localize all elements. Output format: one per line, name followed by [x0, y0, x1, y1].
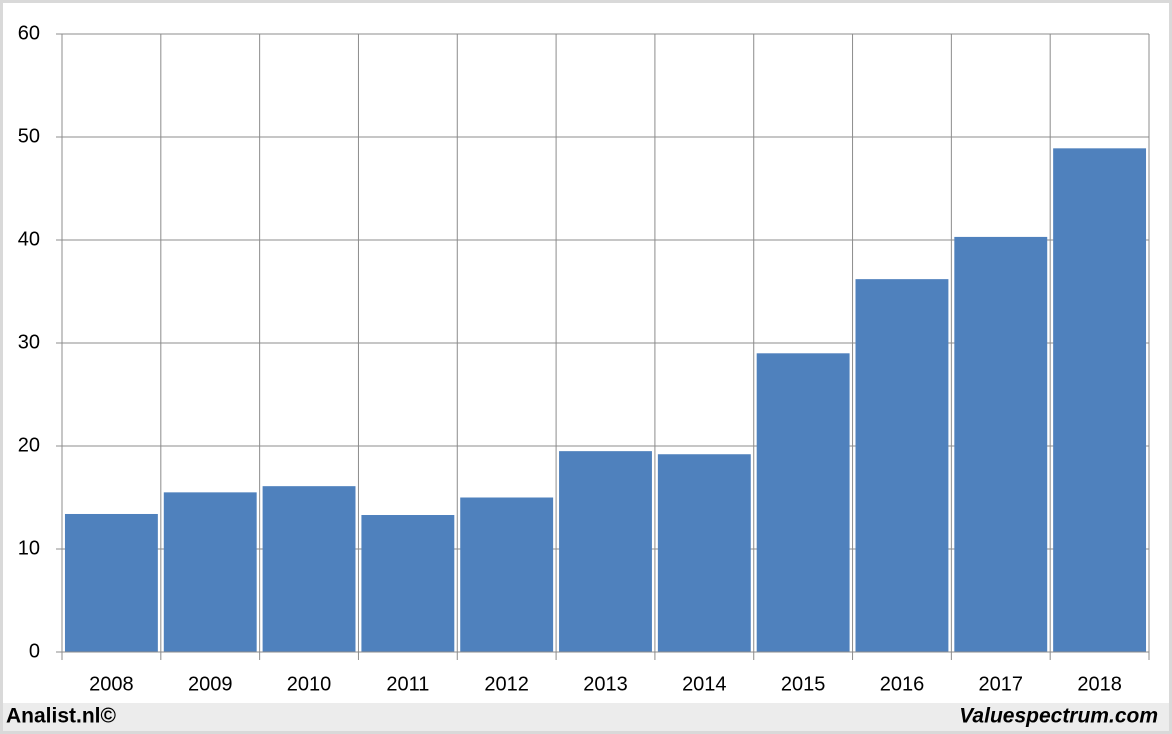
bar — [361, 515, 455, 652]
x-tick-label: 2011 — [386, 673, 429, 695]
x-tick-label: 2016 — [880, 673, 925, 695]
bar — [559, 451, 652, 652]
x-tick-label: 2012 — [484, 673, 529, 695]
y-tick-label: 30 — [18, 331, 40, 353]
y-tick-label: 60 — [18, 22, 40, 44]
x-tick-label: 2014 — [682, 673, 727, 695]
bar — [756, 353, 850, 652]
bar — [64, 513, 158, 652]
bar — [262, 486, 356, 652]
footer-right: Valuespectrum.com — [959, 705, 1158, 728]
bar — [163, 492, 257, 652]
y-tick-label: 50 — [18, 125, 40, 147]
bar — [855, 279, 949, 652]
x-tick-label: 2018 — [1077, 673, 1122, 695]
footer-left: Analist.nl© — [6, 705, 117, 728]
x-tick-label: 2010 — [287, 673, 332, 695]
x-tick-label: 2013 — [583, 673, 628, 695]
y-tick-label: 20 — [18, 434, 40, 456]
x-tick-label: 2009 — [188, 673, 233, 695]
y-tick-label: 0 — [29, 640, 40, 662]
bar — [460, 497, 554, 652]
bar — [657, 454, 751, 652]
bar — [954, 236, 1048, 652]
y-tick-label: 10 — [18, 537, 40, 559]
x-tick-label: 2008 — [89, 673, 134, 695]
footer-band — [3, 703, 1169, 731]
bar — [1053, 148, 1147, 652]
x-tick-label: 2017 — [979, 673, 1024, 695]
x-tick-label: 2015 — [781, 673, 826, 695]
y-tick-label: 40 — [18, 228, 40, 250]
